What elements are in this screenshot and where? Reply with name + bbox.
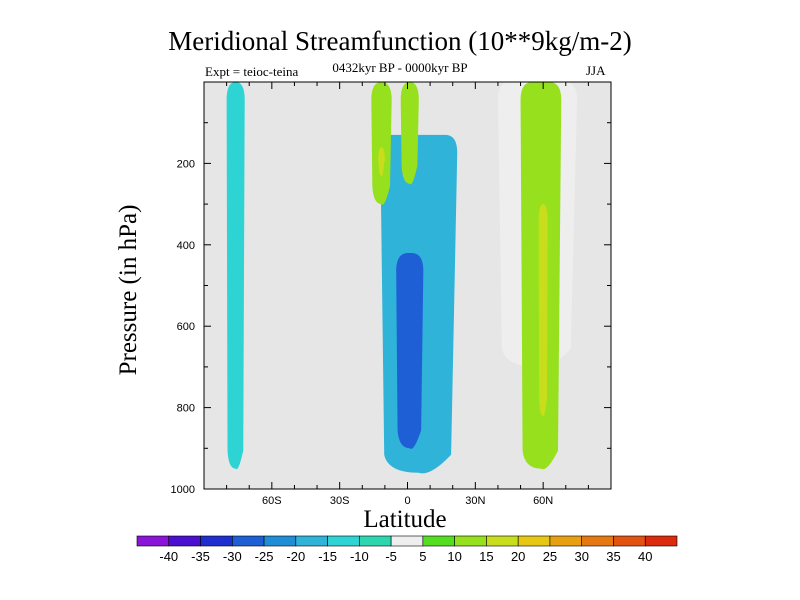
colorbar-swatch [486,535,519,547]
x-tick-label: 0 [404,495,410,507]
upper-positive-north [400,82,419,185]
y-tick-label: 400 [177,240,195,252]
x-tick-label: 30S [330,495,350,507]
colorbar-label: -30 [223,549,242,564]
colorbar-label: -35 [191,549,210,564]
y-tick-label: 1000 [171,484,195,496]
colorbar-label: 5 [419,549,426,564]
colorbar-swatch [454,535,487,547]
colorbar-label: -5 [385,549,397,564]
colorbar-swatch [359,535,392,547]
y-axis: 200 400 600 800 1000 [171,122,611,496]
y-tick-label: 600 [177,321,195,333]
colorbar-swatch [644,535,678,547]
nh-midlat-positive-core [538,204,548,417]
colorbar-swatch [231,535,265,547]
colorbar-label: -10 [350,549,369,564]
colorbar-label: 35 [606,549,620,564]
tropical-negative-core [396,252,424,449]
colorbar-label: 20 [511,549,525,564]
colorbar-swatch [581,535,614,547]
colorbar-label: 25 [543,549,557,564]
colorbar-label: -15 [318,549,337,564]
colorbar-label: 10 [447,549,461,564]
colorbar-label: 15 [479,549,493,564]
x-tick-label: 60S [262,495,282,507]
y-axis-label: Pressure (in hPa) [115,205,142,376]
colorbar-label: 30 [574,549,588,564]
x-tick-label: 60N [533,495,553,507]
colorbar-label: -40 [159,549,178,564]
sh-high-lat-negative [226,82,245,470]
colorbar-swatch [327,535,360,547]
chart-title: Meridional Streamfunction (10**9kg/m-2) [168,26,632,56]
colorbar-swatch [200,535,233,547]
upper-positive-core [378,147,385,177]
colorbar-swatch [613,535,646,547]
x-axis-label: Latitude [363,506,446,533]
colorbar-swatch [168,535,201,547]
colorbar-label: 40 [638,549,652,564]
x-tick-label: 30N [465,495,485,507]
y-tick-label: 800 [177,403,195,415]
experiment-label: Expt = teioc-teina [205,64,299,79]
colorbar-swatch [422,535,455,547]
contour-fills [226,82,578,474]
upper-positive-south [371,82,392,205]
colorbar-swatch [136,535,170,547]
season-label: JJA [586,63,606,78]
colorbar-swatch [295,535,328,547]
colorbar-label: -25 [255,549,274,564]
colorbar-swatch [517,535,551,547]
chart-subtitle: 0432kyr BP - 0000kyr BP [332,60,468,75]
colorbar-label: -20 [286,549,305,564]
colorbar-swatch [549,535,583,547]
x-axis: 60S 30S 0 30N 60N [226,82,589,507]
colorbar-swatch [263,535,297,547]
colorbar: -40 -35 -30 -25 -20 -15 -10 -5 5 10 15 20 25 30 35 40 [136,535,678,564]
colorbar-swatch [390,535,424,547]
y-tick-label: 200 [177,158,195,170]
